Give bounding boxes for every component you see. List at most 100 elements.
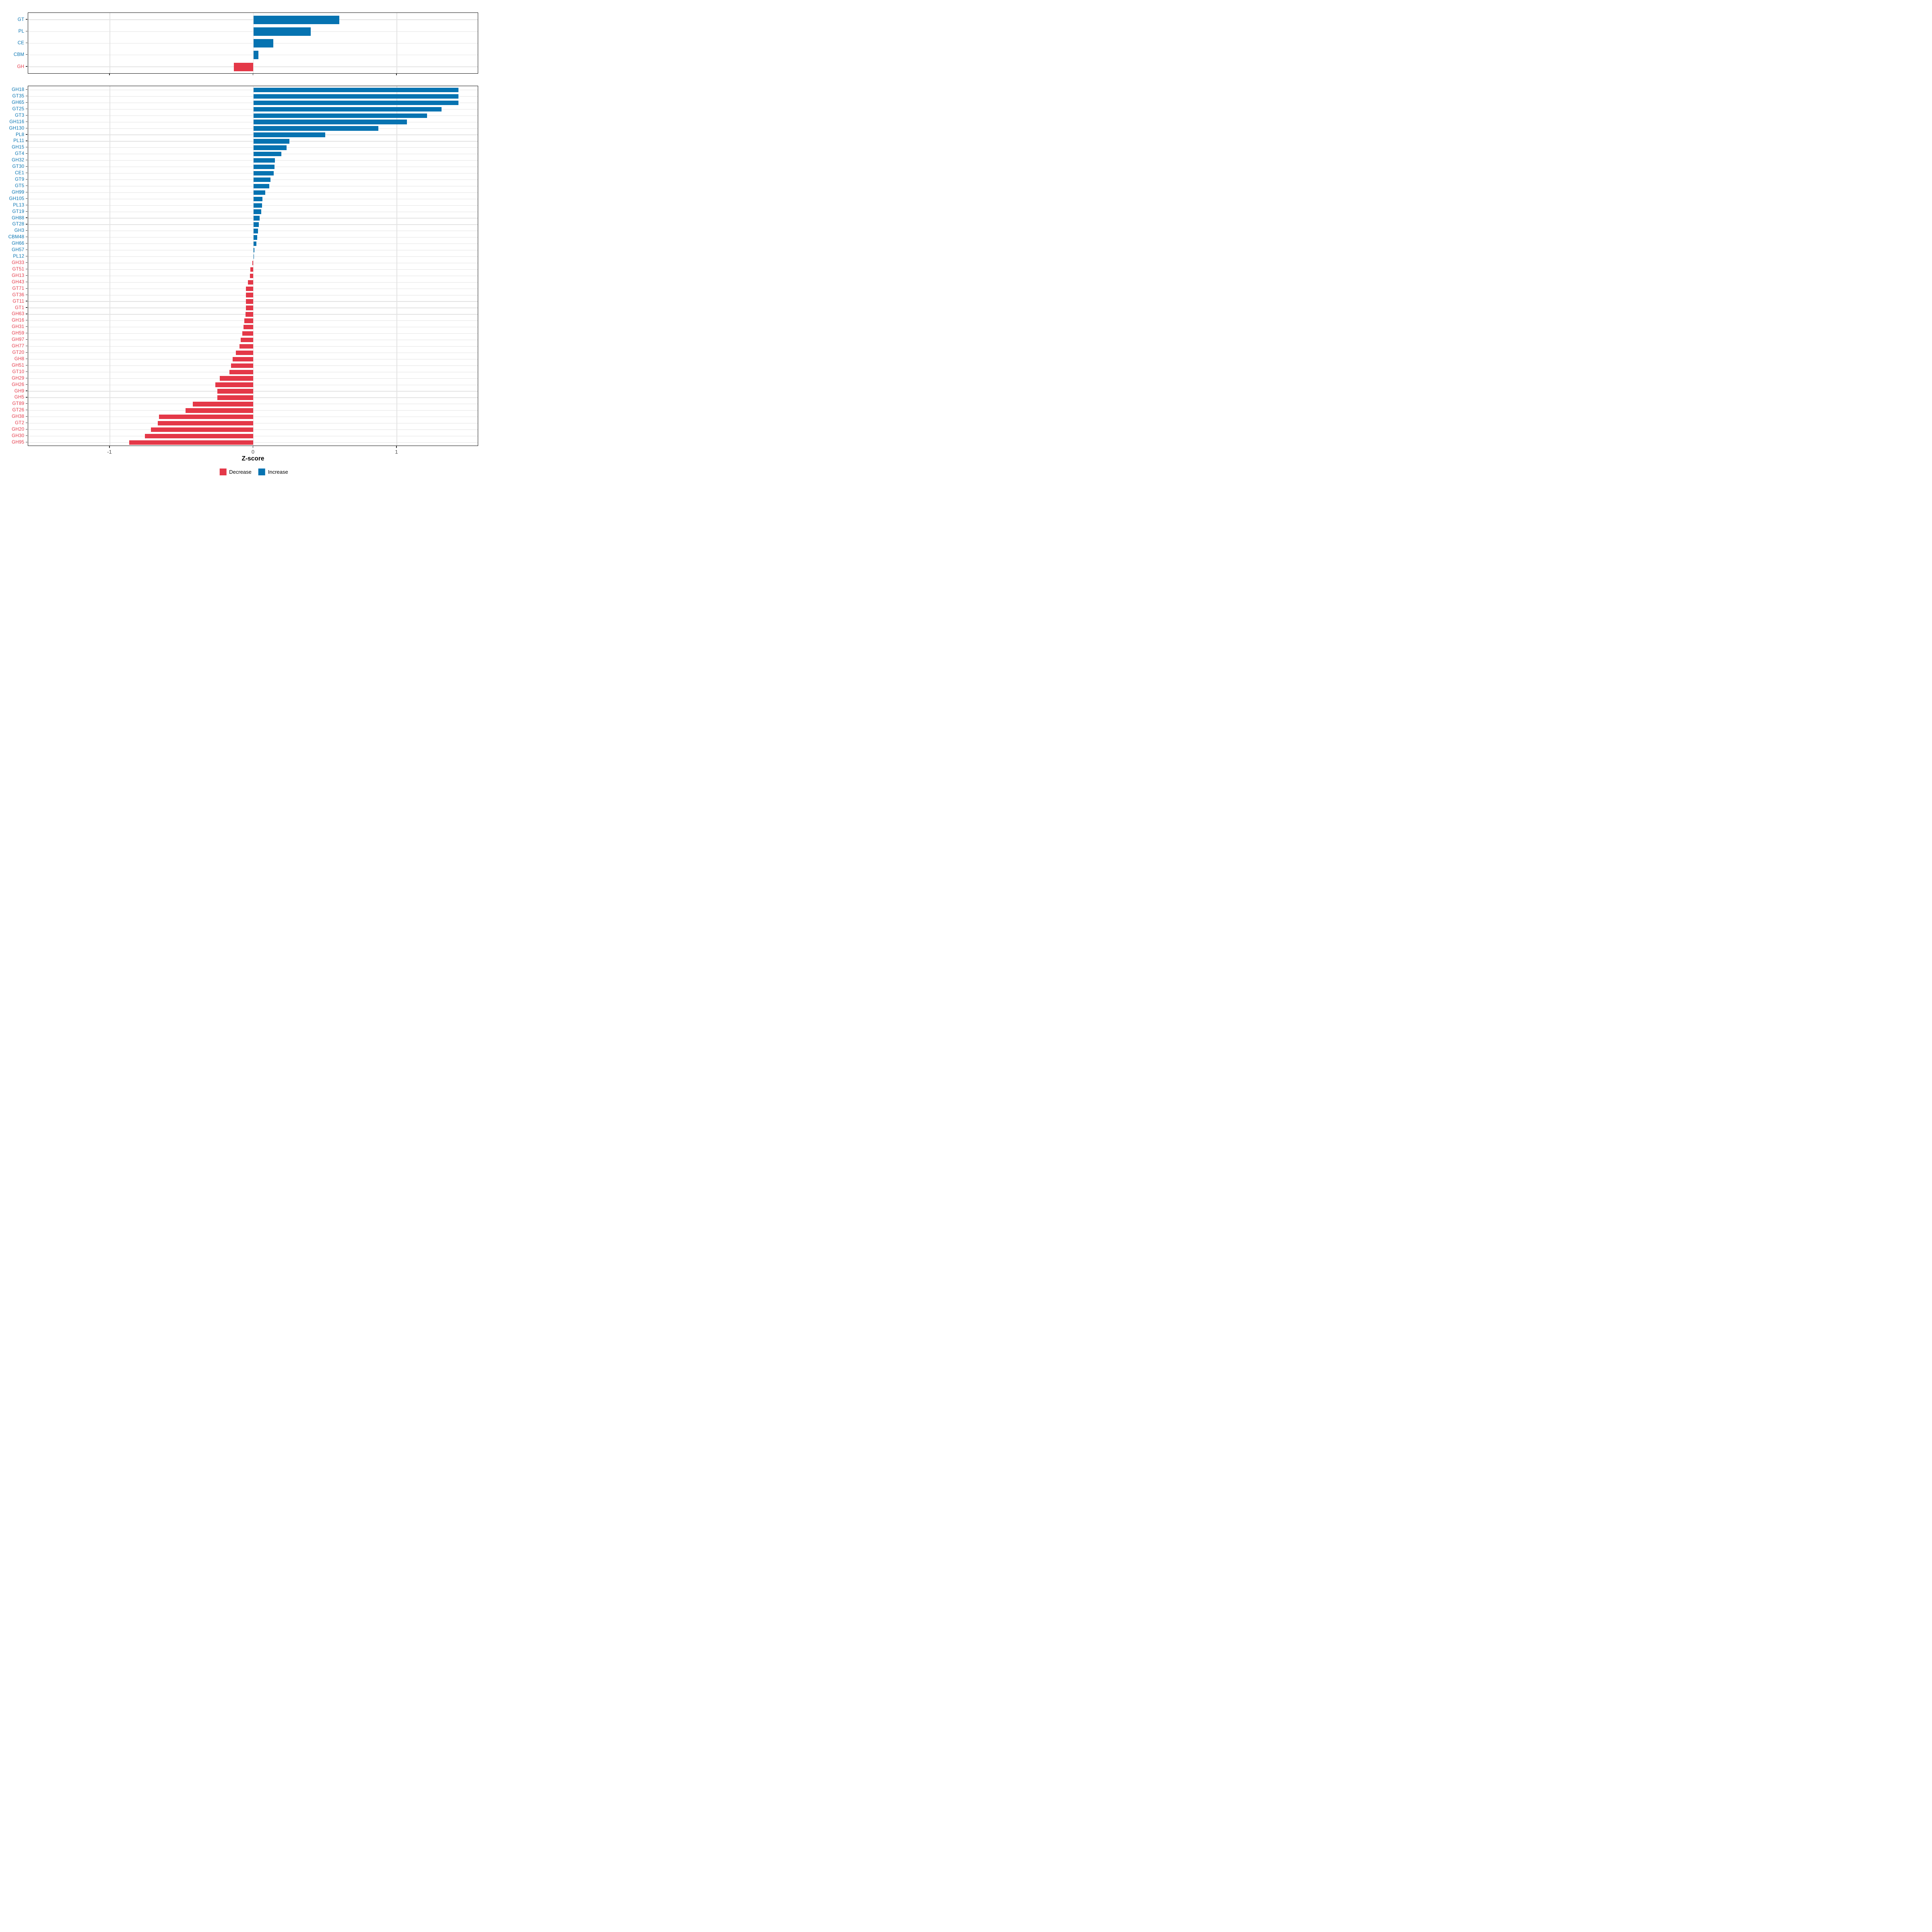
x-axis-title: Z-score [242,455,264,462]
y-tick [26,326,28,327]
y-tick [26,179,28,180]
bar-gh66 [253,242,256,246]
y-tick [26,390,28,391]
y-tick [26,416,28,417]
y-label-pl13: PL13 [13,202,25,208]
y-label-gt71: GT71 [12,285,25,291]
y-label-gh97: GH97 [12,337,25,343]
bar-gh65 [253,100,459,105]
y-tick [26,262,28,263]
row-gridline [28,31,478,32]
bar-gh20 [151,427,254,432]
bar-gh77 [239,344,254,349]
row-gridline [28,134,478,135]
bar-pl11 [253,139,289,144]
y-label-cbm: CBM [13,52,25,58]
y-label-gh59: GH59 [12,330,25,336]
y-label-gh30: GH30 [12,433,25,439]
y-label-gh29: GH29 [12,375,25,381]
bar-gh29 [219,376,254,381]
bar-gh57 [253,248,255,253]
bar-gh105 [253,196,262,201]
legend-item-decrease: Decrease [219,469,252,475]
x-gridline [253,86,254,446]
row-gridline [28,205,478,206]
y-tick [26,217,28,218]
y-label-pl: PL [18,28,25,34]
y-tick [26,230,28,231]
bar-ce1 [253,171,274,176]
y-label-gh63: GH63 [12,311,25,317]
y-tick [26,54,28,55]
bar-gh15 [253,145,287,150]
y-label-gt35: GT35 [12,93,25,99]
bar-gt4 [253,152,282,157]
y-label-gh57: GH57 [12,247,25,253]
panel-cazyme-classes [27,12,479,74]
bar-gt19 [253,209,262,214]
row-gridline [28,224,478,225]
y-label-gh88: GH88 [12,215,25,221]
y-tick [26,166,28,167]
bar-gh [234,62,254,71]
y-tick [26,288,28,289]
y-label-gt19: GT19 [12,208,25,214]
x-tick-label: 1 [395,449,398,455]
bar-gh30 [145,433,254,439]
y-label-gh8: GH8 [14,356,25,361]
bar-gh3 [253,229,258,233]
y-label-gt4: GT4 [15,151,25,157]
y-tick [26,198,28,199]
bar-gt35 [253,94,459,99]
y-label-gh116: GH116 [9,119,25,124]
y-label-gh38: GH38 [12,414,25,419]
bar-gt30 [253,164,275,169]
y-label-gt9: GT9 [15,177,25,182]
x-gridline [396,86,397,446]
y-label-gh9: GH9 [14,388,25,394]
bar-gt20 [236,350,254,355]
bar-gt9 [253,177,271,182]
y-label-gh66: GH66 [12,241,25,246]
bar-gt26 [185,408,254,413]
x-tick-label: 0 [251,449,255,455]
y-label-gt26: GT26 [12,407,25,413]
bar-gh32 [253,158,275,163]
bar-gh97 [241,337,254,343]
bar-gh63 [245,312,254,317]
y-label-gh99: GH99 [12,189,25,195]
bar-gt11 [246,299,254,304]
bar-gh9 [217,389,254,394]
y-label-cbm48: CBM48 [8,234,25,240]
x-gridline [396,12,397,73]
legend-label-decrease: Decrease [229,469,252,475]
y-label-gh16: GH16 [12,318,25,323]
bar-gt28 [253,222,259,227]
y-tick [26,403,28,404]
y-label-gh20: GH20 [12,427,25,432]
y-tick [26,140,28,141]
y-tick [26,89,28,90]
row-gridline [28,256,478,257]
cazyme-zscore-figure: Z-score Decrease Increase GT PL CE CBM GH GH1… [0,0,483,483]
row-gridline [28,128,478,129]
legend: Decrease Increase [219,469,288,475]
y-label-gh32: GH32 [12,157,25,163]
y-label-gh31: GH31 [12,324,25,330]
y-label-gh: GH [17,64,25,69]
y-label-ce1: CE1 [15,170,25,176]
y-label-gt36: GT36 [12,292,25,297]
bar-gt1 [246,305,254,310]
bar-gt36 [246,293,254,297]
bar-ce [253,39,274,47]
bar-gh31 [243,325,254,330]
legend-label-increase: Increase [268,469,288,475]
bar-gh33 [252,260,254,266]
bar-gh51 [231,363,254,368]
y-label-gt3: GT3 [15,112,25,118]
bar-gt2 [158,421,254,426]
y-label-gt1: GT1 [15,305,25,310]
y-tick [26,339,28,340]
bar-pl8 [253,132,325,137]
y-label-gh33: GH33 [12,260,25,266]
